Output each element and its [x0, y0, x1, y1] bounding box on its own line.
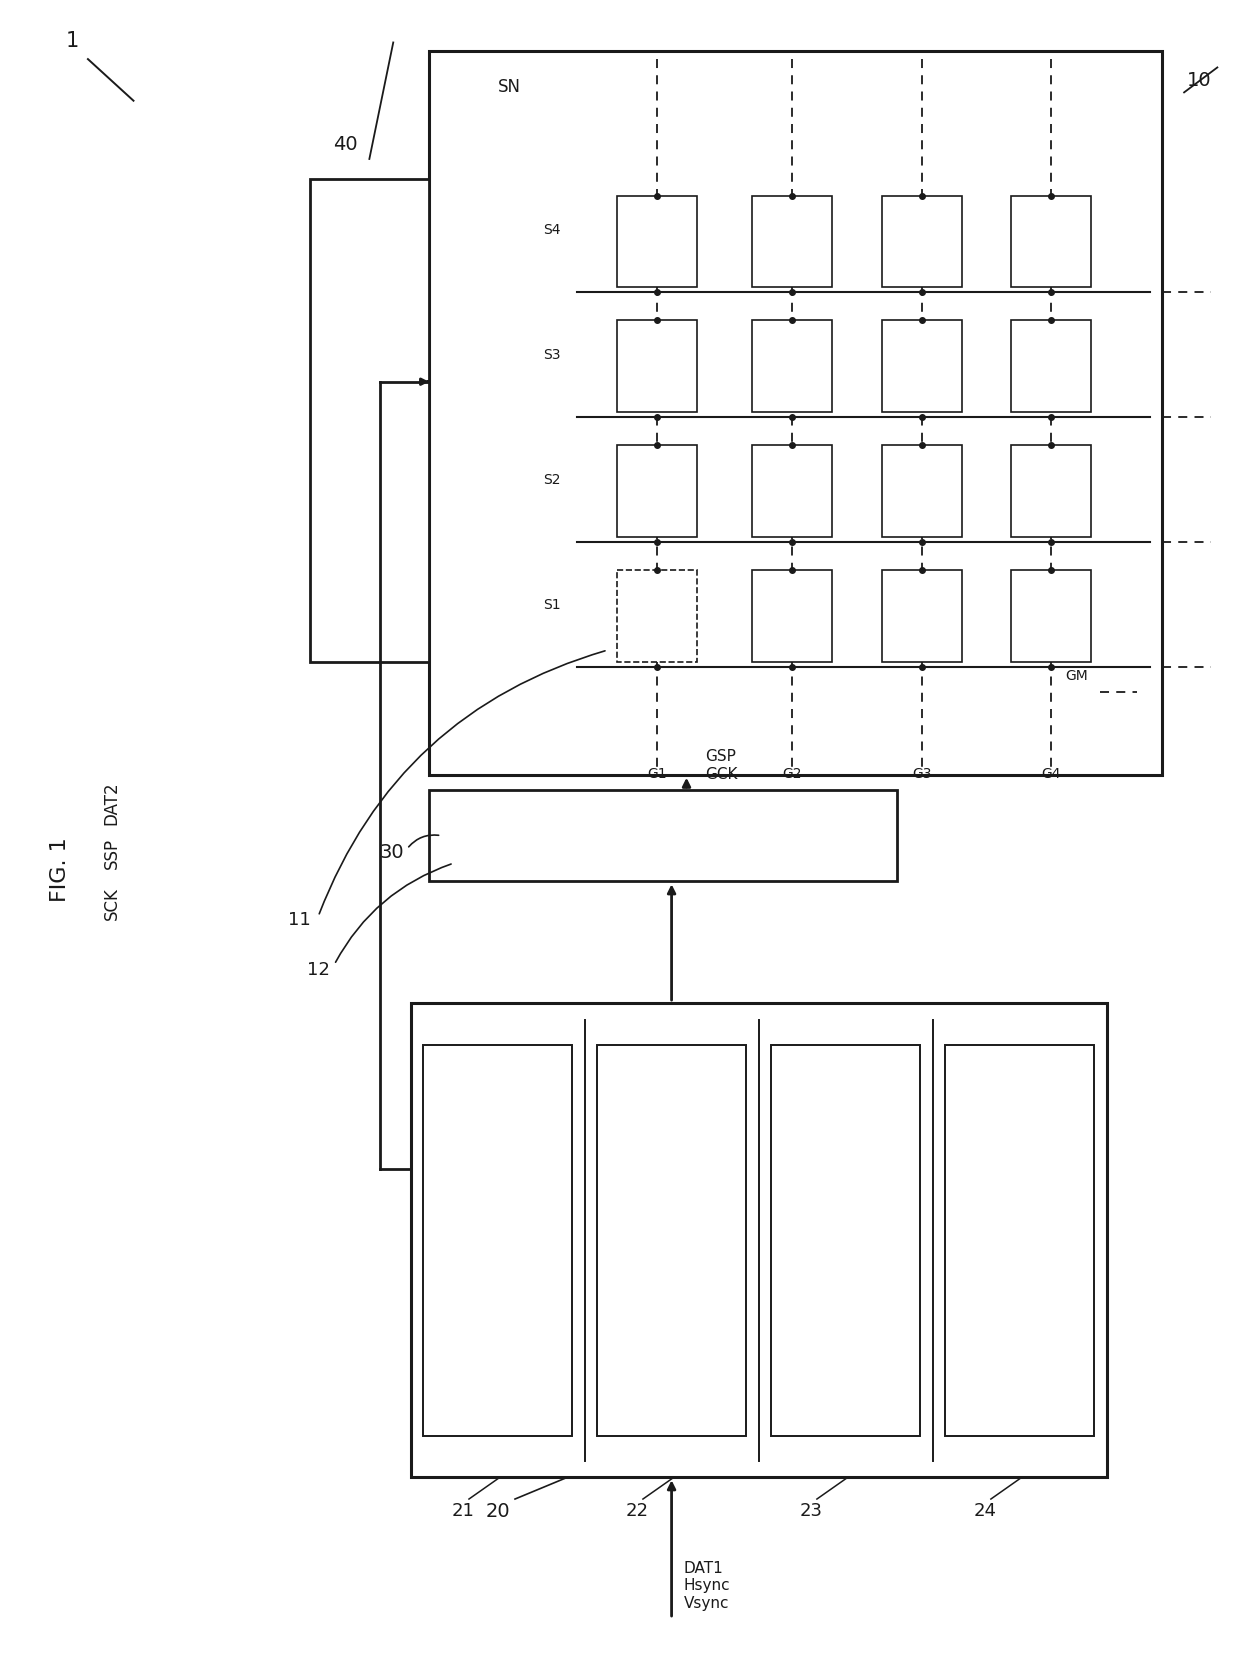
Text: 24: 24 — [973, 1502, 996, 1521]
Bar — [882, 570, 962, 663]
Bar — [618, 321, 697, 412]
Text: 22: 22 — [625, 1502, 649, 1521]
Bar — [882, 445, 962, 537]
Text: SN: SN — [497, 79, 521, 97]
Bar — [1011, 570, 1091, 663]
Text: S3: S3 — [543, 348, 560, 361]
Text: GM: GM — [1065, 669, 1087, 683]
Bar — [618, 196, 697, 288]
Text: S4: S4 — [543, 223, 560, 238]
Text: DAT1
Hsync
Vsync: DAT1 Hsync Vsync — [684, 1561, 730, 1611]
Bar — [753, 321, 832, 412]
Text: S1: S1 — [543, 597, 560, 612]
Text: SCK: SCK — [103, 887, 120, 920]
Bar — [618, 445, 697, 537]
Bar — [1011, 196, 1091, 288]
Text: G3: G3 — [911, 766, 931, 781]
Text: 11: 11 — [289, 910, 311, 929]
Bar — [753, 196, 832, 288]
Bar — [1011, 445, 1091, 537]
Text: SSP: SSP — [103, 838, 120, 868]
Bar — [429, 790, 897, 882]
Bar — [410, 1004, 1106, 1477]
Text: DAT2: DAT2 — [103, 781, 120, 825]
Text: 30: 30 — [379, 843, 404, 862]
Text: 21: 21 — [451, 1502, 474, 1521]
Text: 23: 23 — [800, 1502, 822, 1521]
Text: G1: G1 — [647, 766, 667, 781]
Text: G2: G2 — [782, 766, 802, 781]
Bar — [771, 1044, 920, 1435]
Bar — [429, 50, 1162, 775]
Bar — [1011, 321, 1091, 412]
Text: FIG. 1: FIG. 1 — [50, 838, 69, 902]
Bar — [945, 1044, 1095, 1435]
Text: 20: 20 — [485, 1502, 510, 1521]
Bar — [618, 570, 697, 663]
Text: 12: 12 — [306, 960, 330, 979]
Text: 40: 40 — [334, 136, 358, 154]
Bar — [753, 445, 832, 537]
Text: 1: 1 — [66, 30, 78, 50]
Text: G4: G4 — [1042, 766, 1061, 781]
Text: 10: 10 — [1187, 70, 1211, 90]
Bar — [882, 321, 962, 412]
Bar — [753, 570, 832, 663]
Text: GSP
GCK: GSP GCK — [706, 750, 738, 781]
Text: S2: S2 — [543, 473, 560, 487]
Bar — [310, 179, 429, 663]
Bar — [596, 1044, 746, 1435]
Bar — [423, 1044, 573, 1435]
Bar — [882, 196, 962, 288]
